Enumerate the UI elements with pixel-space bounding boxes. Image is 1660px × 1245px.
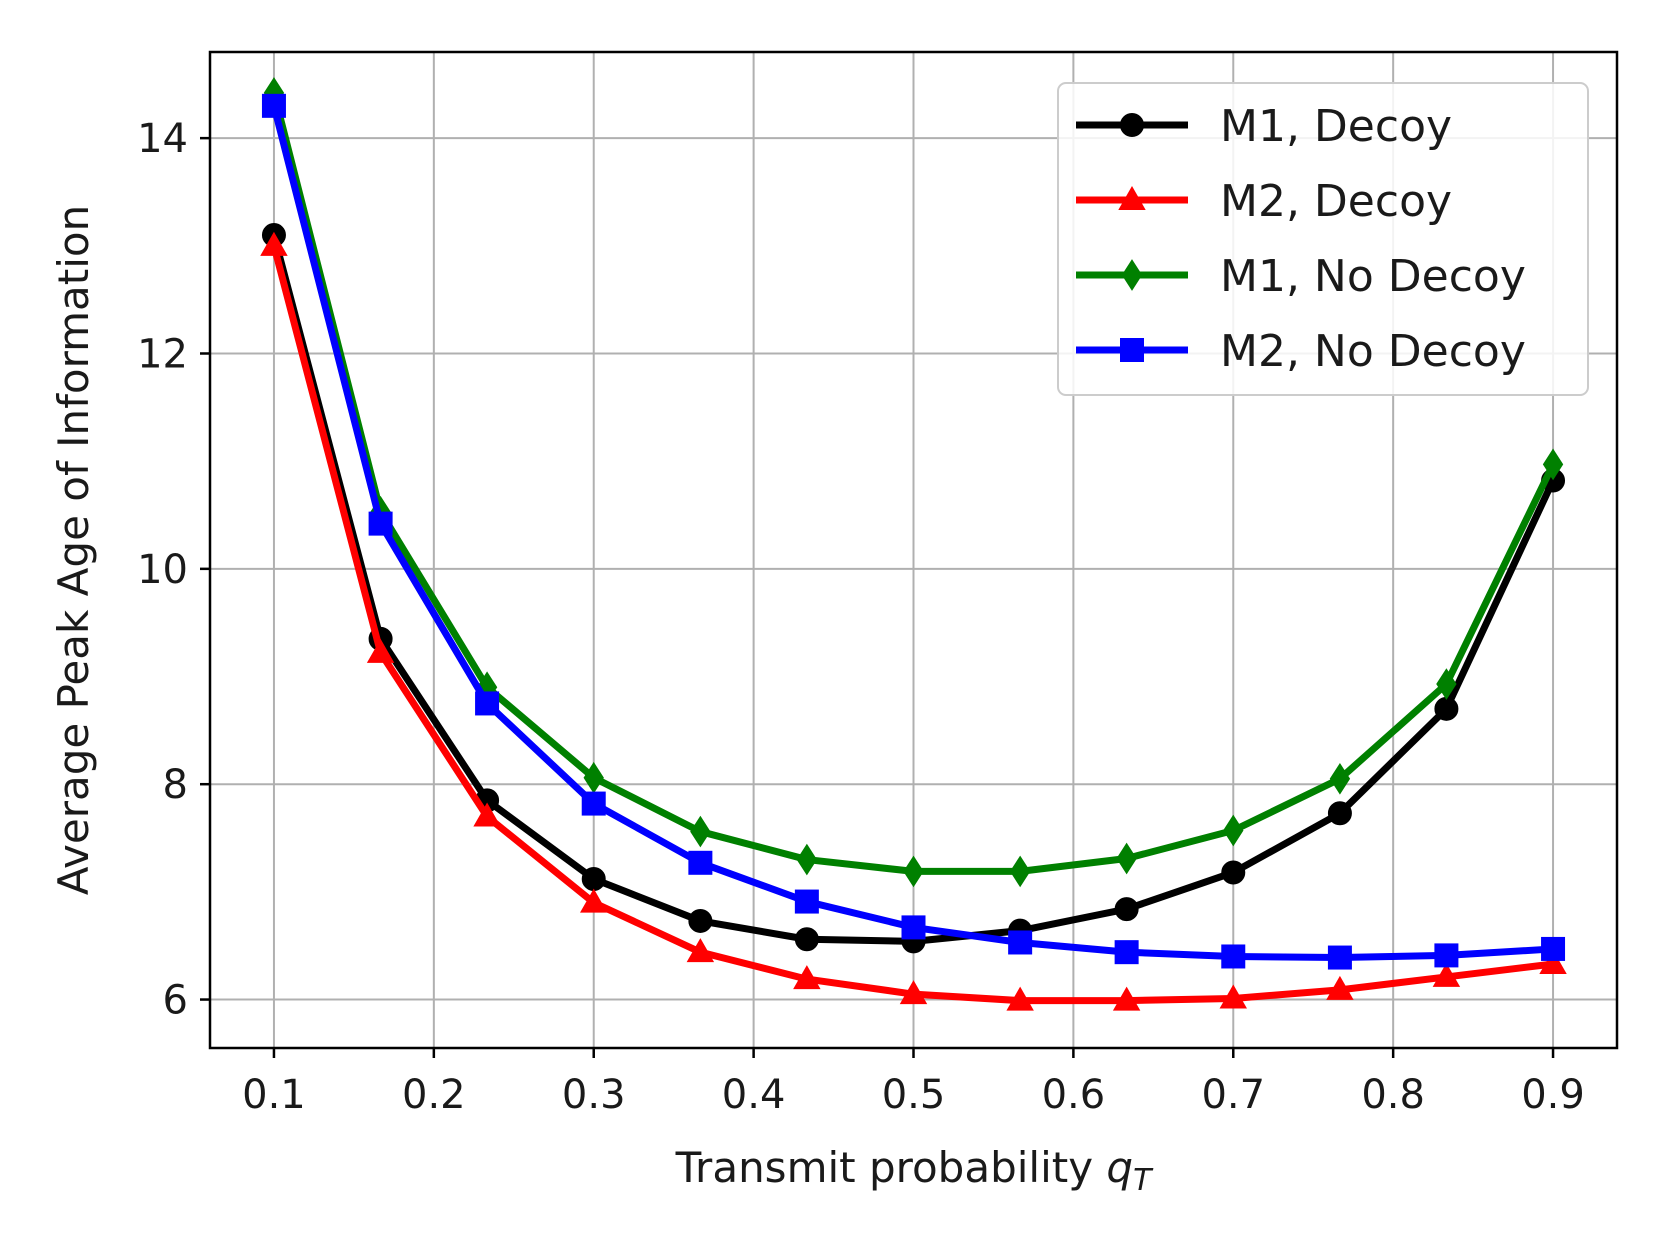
- data-point: [899, 980, 928, 1005]
- y-tick-label: 8: [163, 762, 188, 808]
- data-point: [686, 938, 715, 963]
- series-layer: [260, 77, 1567, 1011]
- y-tick-label: 6: [163, 978, 188, 1024]
- data-point: [1112, 986, 1141, 1011]
- legend-marker: [1120, 338, 1144, 362]
- data-point: [581, 866, 606, 891]
- data-point: [690, 815, 711, 848]
- y-axis-label: Average Peak Age of Information: [49, 205, 98, 895]
- data-point: [794, 889, 819, 914]
- data-point: [1223, 814, 1244, 847]
- data-point: [1329, 762, 1351, 795]
- x-axis-label: Transmit probability qT: [675, 1143, 1155, 1198]
- x-axis-label-subscript: T: [1133, 1163, 1154, 1198]
- data-point: [1542, 448, 1564, 481]
- data-point: [1009, 855, 1031, 888]
- x-tick-label: 0.5: [882, 1072, 946, 1118]
- data-point: [794, 927, 819, 952]
- data-point: [1541, 936, 1566, 961]
- x-tick-label: 0.3: [562, 1072, 626, 1118]
- legend-marker: [1118, 185, 1146, 210]
- data-point: [1326, 975, 1354, 1000]
- x-tick-label: 0.7: [1201, 1072, 1265, 1118]
- legend-marker: [1120, 113, 1144, 137]
- data-point: [901, 915, 926, 940]
- data-point: [368, 511, 393, 536]
- x-axis-label-text: Transmit probability: [675, 1143, 1107, 1192]
- data-point: [473, 802, 501, 827]
- data-point: [1221, 944, 1246, 969]
- series-3: [261, 93, 1566, 970]
- legend-marker: [1121, 259, 1143, 291]
- data-point: [260, 231, 288, 256]
- data-point: [1327, 945, 1352, 970]
- data-point: [366, 638, 395, 663]
- x-tick-label: 0.9: [1521, 1072, 1585, 1118]
- data-point: [688, 908, 713, 933]
- data-point: [1434, 696, 1459, 721]
- data-point: [475, 691, 500, 716]
- data-point: [1434, 943, 1459, 968]
- data-point: [793, 965, 821, 990]
- legend: M1, Decoy M2, Decoy M1, No Decoy M2, No Dec…: [1057, 82, 1589, 396]
- data-point: [1114, 897, 1139, 922]
- data-point: [1116, 842, 1137, 875]
- data-point: [903, 855, 924, 888]
- x-tick-label: 0.1: [242, 1072, 306, 1118]
- x-tick-label: 0.6: [1042, 1072, 1106, 1118]
- data-point: [1114, 940, 1139, 965]
- data-point: [1436, 668, 1457, 700]
- data-point: [1006, 986, 1034, 1011]
- x-tick-label: 0.2: [402, 1072, 466, 1118]
- data-point: [688, 850, 713, 875]
- data-point: [581, 791, 606, 816]
- data-point: [1432, 962, 1461, 987]
- data-point: [261, 93, 286, 118]
- y-tick-label: 10: [137, 547, 188, 593]
- data-point: [1539, 949, 1567, 975]
- data-point: [1327, 801, 1352, 826]
- series-0: [261, 223, 1566, 954]
- legend-box: [1057, 82, 1589, 396]
- x-tick-label: 0.4: [722, 1072, 786, 1118]
- x-tick-label: 0.8: [1361, 1072, 1425, 1118]
- series-1: [260, 231, 1567, 1011]
- legend-label: M2, No Decoy: [1220, 326, 1526, 377]
- legend-label: M2, Decoy: [1220, 176, 1452, 227]
- x-axis-label-symbol: q: [1106, 1143, 1133, 1192]
- data-point: [796, 843, 818, 876]
- axis-ticks: 0.1 0.2 0.3 0.4 0.5 0.6 0.7 0.8 0.9 6 8 10 12 14: [137, 116, 1585, 1118]
- data-point: [1219, 984, 1247, 1009]
- data-point: [1221, 860, 1246, 885]
- legend-label: M1, No Decoy: [1220, 251, 1526, 302]
- legend-label: M1, Decoy: [1220, 101, 1452, 152]
- y-tick-label: 12: [137, 331, 188, 377]
- data-point: [580, 888, 608, 913]
- y-tick-label: 14: [137, 116, 188, 162]
- data-point: [1008, 930, 1033, 955]
